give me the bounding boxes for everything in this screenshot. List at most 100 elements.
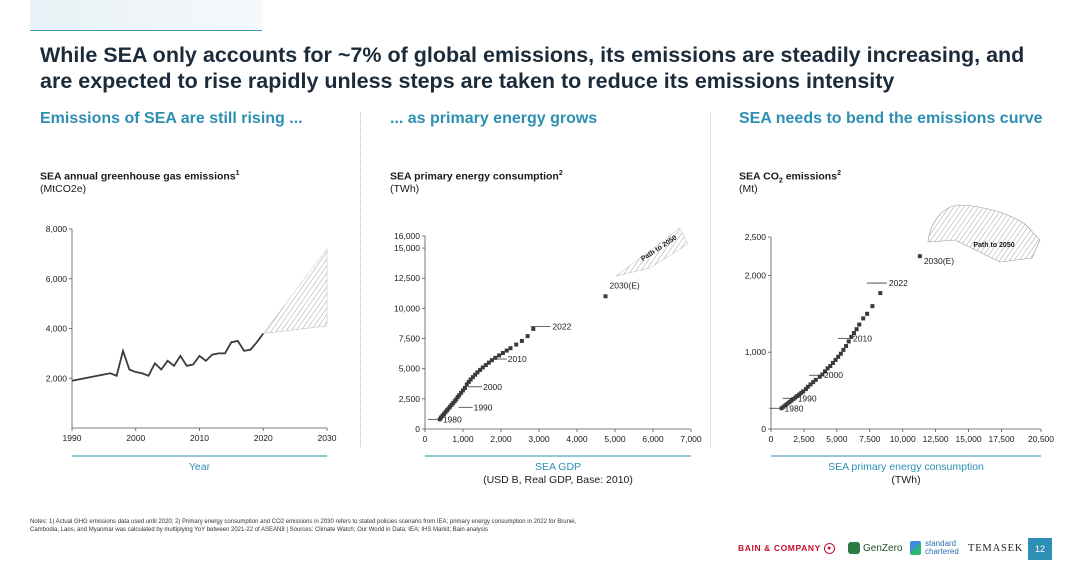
y-tick-label: 2,500: [745, 232, 767, 242]
page-number: 12: [1028, 538, 1052, 560]
data-point: [830, 360, 835, 365]
x-tick-label: 5,000: [604, 434, 626, 444]
data-point: [489, 358, 494, 363]
data-point: [805, 384, 810, 389]
standard-chartered-logo: standard chartered: [910, 537, 959, 559]
data-point: [838, 351, 843, 356]
data-point-projected: [603, 294, 608, 299]
data-point: [846, 339, 851, 344]
data-point: [817, 374, 822, 379]
genzero-icon: [848, 542, 860, 554]
data-point: [849, 334, 854, 339]
x-tick-label: 2010: [190, 433, 209, 443]
data-point: [519, 338, 524, 343]
y-tick-label: 10,000: [394, 303, 420, 313]
column-divider: [360, 112, 361, 447]
page-title: While SEA only accounts for ~7% of globa…: [40, 43, 1025, 93]
chart-title-ghg: SEA annual greenhouse gas emissions1: [40, 170, 240, 183]
data-point: [500, 351, 505, 356]
data-point: [483, 363, 488, 368]
data-point: [820, 372, 825, 377]
standard-chartered-icon: [910, 541, 921, 555]
x-tick-label: 1,000: [452, 434, 474, 444]
data-point: [865, 311, 870, 316]
y-tick-label: 16,000: [394, 231, 420, 241]
y-tick-label: 4,000: [46, 324, 68, 334]
data-point: [466, 379, 471, 384]
data-point: [457, 393, 462, 398]
data-point: [813, 377, 818, 382]
x-tick-label: 10,000: [890, 434, 916, 444]
y-tick-label: 1,000: [745, 347, 767, 357]
data-point: [844, 344, 849, 349]
data-point: [454, 397, 459, 402]
data-point: [841, 347, 846, 352]
footnotes: Notes: 1) Actual GHG emissions data used…: [30, 518, 670, 534]
data-point: [514, 342, 519, 347]
data-point: [825, 366, 830, 371]
x-axis-title: Year: [189, 461, 211, 473]
data-point: [854, 327, 859, 332]
point-annotation: 1980: [443, 414, 462, 424]
data-point: [861, 316, 866, 321]
point-annotation: 2030(E): [610, 280, 640, 290]
projection-fan: [262, 248, 328, 334]
data-point: [801, 389, 806, 394]
data-point: [857, 322, 862, 327]
point-annotation: 1990: [474, 402, 493, 412]
data-point: [486, 360, 491, 365]
section-heading-emissions: Emissions of SEA are still rising ...: [40, 110, 303, 127]
y-tick-label: 2,000: [46, 373, 68, 383]
x-tick-label: 1990: [63, 433, 82, 443]
footnote-line: Cambodia, Laos, and Myanmar was calculat…: [30, 527, 489, 533]
point-annotation: 2010: [508, 354, 527, 364]
data-point: [461, 388, 465, 393]
column-divider: [710, 112, 711, 447]
x-tick-label: 7,000: [680, 434, 702, 444]
projection-blob: [927, 204, 1041, 263]
data-point: [504, 348, 509, 353]
y-tick-label: 0: [761, 424, 766, 434]
data-point: [497, 353, 502, 358]
point-annotation: 2000: [824, 370, 843, 380]
y-tick-label: 12,500: [394, 273, 420, 283]
bain-logo: BAIN & COMPANY ●: [738, 537, 835, 559]
data-point: [464, 382, 469, 387]
y-tick-label: 2,500: [399, 394, 421, 404]
chart-title-co2: SEA CO2 emissions2: [739, 170, 841, 185]
data-point-projected: [917, 254, 922, 259]
x-axis-unit: (USD B, Real GDP, Base: 2010): [483, 474, 633, 486]
data-point: [878, 291, 883, 296]
data-point: [459, 390, 464, 395]
series-line: [71, 332, 264, 382]
point-annotation: 2000: [483, 382, 502, 392]
data-point: [470, 375, 475, 380]
data-point: [480, 365, 485, 370]
x-tick-label: 3,000: [528, 434, 550, 444]
y-tick-label: 2,000: [745, 270, 767, 280]
y-tick-label: 7,500: [399, 334, 421, 344]
point-annotation: 2030(E): [924, 256, 954, 266]
y-tick-label: 8,000: [46, 224, 68, 234]
chart-unit-ghg: (MtCO2e): [40, 183, 87, 195]
data-point: [478, 367, 483, 372]
data-point: [531, 326, 536, 331]
y-tick-label: 15,000: [394, 243, 420, 253]
footnote-line: Notes: 1) Actual GHG emissions data used…: [30, 519, 577, 525]
point-annotation: 2022: [889, 278, 908, 288]
data-point: [808, 382, 813, 387]
x-tick-label: 0: [423, 434, 428, 444]
top-accent-bar: [30, 0, 262, 31]
x-tick-label: 2000: [126, 433, 145, 443]
x-tick-label: 5,000: [826, 434, 848, 444]
data-point: [851, 331, 856, 335]
data-point: [870, 304, 875, 309]
data-point: [508, 346, 513, 351]
x-tick-label: 12,500: [923, 434, 949, 444]
data-point: [475, 370, 480, 375]
data-point: [803, 387, 808, 392]
temasek-logo: TEMASEK: [968, 542, 1024, 554]
point-annotation: 2022: [552, 321, 571, 331]
chart-unit-energy: (TWh): [390, 183, 420, 195]
